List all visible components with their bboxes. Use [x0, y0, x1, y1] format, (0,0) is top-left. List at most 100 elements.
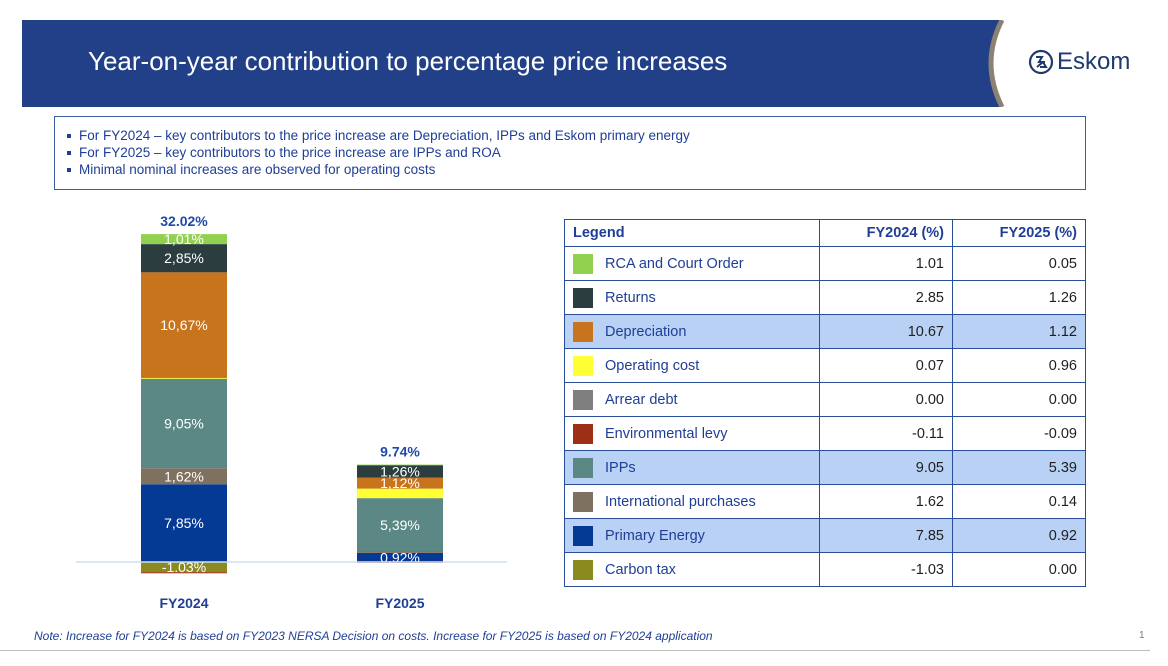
fy2024-value: 7.85 [819, 518, 953, 553]
bar-segment-international-purchases-fy2025 [357, 551, 443, 553]
fy2024-value: 9.05 [819, 450, 953, 485]
legend-label-cell: Operating cost [564, 348, 820, 383]
bullet-icon [67, 167, 71, 172]
eskom-logo: Eskom [1028, 48, 1130, 76]
legend-swatch [573, 253, 593, 274]
legend-swatch [573, 423, 593, 444]
legend-label: Operating cost [605, 357, 700, 374]
bar-segment-depreciation-fy2024 [141, 272, 227, 378]
legend-row: Environmental levy -0.11 -0.09 [564, 416, 1086, 451]
legend-label-cell: Depreciation [564, 314, 820, 349]
segment-label: 7,85% [164, 515, 204, 531]
legend-table: Legend FY2024 (%) FY2025 (%) RCA and Cou… [564, 219, 1086, 587]
fy2025-value: 1.26 [952, 280, 1086, 315]
segment-label: -1,03% [162, 559, 206, 575]
fy2025-value: -0.09 [952, 416, 1086, 451]
segment-label: 5,39% [380, 517, 420, 533]
decorative-arc [962, 20, 1005, 107]
category-label: FY2024 [159, 595, 208, 611]
fy2024-value: -1.03 [819, 552, 953, 587]
legend-row: Arrear debt 0.00 0.00 [564, 382, 1086, 417]
fy2024-value: 10.67 [819, 314, 953, 349]
legend-row: Operating cost 0.07 0.96 [564, 348, 1086, 383]
legend-swatch [573, 355, 593, 376]
bar-segment-depreciation-fy2025 [357, 477, 443, 489]
header-legend: Legend [564, 219, 820, 247]
legend-swatch [573, 287, 593, 308]
bar-segment-rca-and-court-order-fy2024 [141, 234, 227, 245]
legend-swatch [573, 321, 593, 342]
legend-swatch [573, 491, 593, 512]
fy2024-value: 0.07 [819, 348, 953, 383]
bar-segment-rca-and-court-order-fy2025 [357, 464, 443, 466]
fy2025-value: 0.00 [952, 382, 1086, 417]
legend-label: International purchases [605, 493, 756, 510]
legend-swatch [573, 389, 593, 410]
eskom-logo-icon [1028, 49, 1054, 75]
bar-segment-returns-fy2024 [141, 244, 227, 273]
total-label: 9.74% [380, 444, 420, 460]
bullet-icon [67, 150, 71, 155]
segment-label: 1,12% [380, 475, 420, 491]
segment-label: 1,01% [164, 231, 204, 247]
legend-label: RCA and Court Order [605, 255, 744, 272]
bar-segment-carbon-tax-fy2024 [141, 562, 227, 573]
segment-label: 2,85% [164, 250, 204, 266]
fy2025-value: 1.12 [952, 314, 1086, 349]
legend-table-header: Legend FY2024 (%) FY2025 (%) [564, 219, 1086, 247]
bar-segment-primary-energy-fy2024 [141, 484, 227, 562]
legend-label: Carbon tax [605, 561, 676, 578]
fy2024-value: 1.62 [819, 484, 953, 519]
footnote: Note: Increase for FY2024 is based on FY… [34, 629, 713, 643]
title-banner: Year-on-year contribution to percentage … [22, 20, 1022, 107]
key-points-box: For FY2024 – key contributors to the pri… [54, 116, 1086, 190]
legend-label-cell: International purchases [564, 484, 820, 519]
page-title: Year-on-year contribution to percentage … [88, 46, 728, 76]
fy2025-value: 0.14 [952, 484, 1086, 519]
bar-segment-primary-energy-fy2025 [357, 552, 443, 562]
legend-label-cell: Carbon tax [564, 552, 820, 587]
legend-row: RCA and Court Order 1.01 0.05 [564, 246, 1086, 281]
logo-area [990, 14, 1168, 114]
footer-divider [0, 650, 1150, 651]
legend-row: Primary Energy 7.85 0.92 [564, 518, 1086, 553]
legend-label: Depreciation [605, 323, 687, 340]
legend-label-cell: Primary Energy [564, 518, 820, 553]
bar-segment-environmental-levy-fy2024 [141, 572, 227, 574]
category-label: FY2025 [375, 595, 424, 611]
segment-label: 1,26% [380, 463, 420, 479]
bullet-item: For FY2025 – key contributors to the pri… [67, 144, 1085, 161]
bar-segment-operating-cost-fy2025 [357, 488, 443, 499]
bar-segment-returns-fy2025 [357, 465, 443, 478]
header-fy2025: FY2025 (%) [952, 219, 1086, 247]
legend-swatch [573, 525, 593, 546]
fy2025-value: 0.92 [952, 518, 1086, 553]
legend-label-cell: IPPs [564, 450, 820, 485]
segment-label: 1,62% [164, 468, 204, 484]
fy2024-value: 1.01 [819, 246, 953, 281]
bullet-item: For FY2024 – key contributors to the pri… [67, 127, 1085, 144]
total-label: 32.02% [160, 213, 208, 229]
legend-label: Primary Energy [605, 527, 705, 544]
legend-label: Environmental levy [605, 425, 728, 442]
bar-segment-ipps-fy2025 [357, 498, 443, 552]
legend-row: Carbon tax -1.03 0.00 [564, 552, 1086, 587]
bar-segment-international-purchases-fy2024 [141, 468, 227, 485]
fy2025-value: 0.05 [952, 246, 1086, 281]
legend-label-cell: RCA and Court Order [564, 246, 820, 281]
bar-segment-operating-cost-fy2024 [141, 377, 227, 379]
fy2025-value: 0.00 [952, 552, 1086, 587]
fy2024-value: 2.85 [819, 280, 953, 315]
bar-segment-ipps-fy2024 [141, 378, 227, 469]
segment-label: 10,67% [160, 317, 207, 333]
logo-text: Eskom [1057, 48, 1131, 75]
page-number: 1 [1139, 630, 1145, 641]
legend-label: Returns [605, 289, 656, 306]
fy2024-value: -0.11 [819, 416, 953, 451]
legend-label: Arrear debt [605, 391, 678, 408]
legend-row: Returns 2.85 1.26 [564, 280, 1086, 315]
legend-label: IPPs [605, 459, 636, 476]
segment-label: 9,05% [164, 415, 204, 431]
legend-row: IPPs 9.05 5.39 [564, 450, 1086, 485]
fy2024-value: 0.00 [819, 382, 953, 417]
